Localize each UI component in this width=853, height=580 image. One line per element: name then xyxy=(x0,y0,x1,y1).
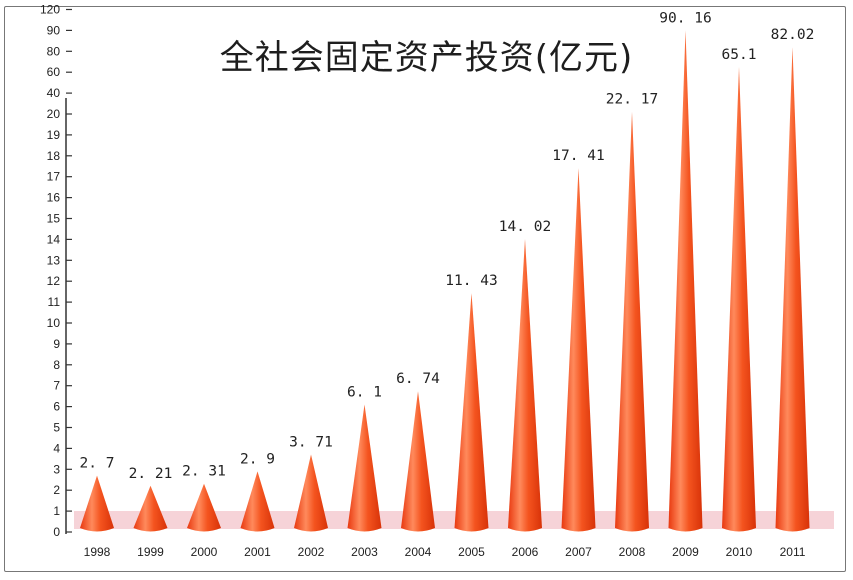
x-tick-label-2000: 2000 xyxy=(191,545,218,559)
y-tick-label: 90 xyxy=(47,23,61,37)
data-label-2005: 11. 43 xyxy=(445,273,497,289)
bar-cone-2000 xyxy=(187,483,221,532)
y-tick-label: 1 xyxy=(53,504,60,518)
y-tick-label: 11 xyxy=(48,295,61,309)
x-tick-label-2001: 2001 xyxy=(244,545,271,559)
y-tick-label: 40 xyxy=(47,86,61,100)
data-label-2010: 65.1 xyxy=(722,47,757,63)
y-tick-label: 14 xyxy=(47,232,61,246)
data-label-2002: 3. 71 xyxy=(289,434,333,450)
x-tick-label-2007: 2007 xyxy=(565,545,592,559)
x-tick-label-2009: 2009 xyxy=(672,545,699,559)
y-tick-label: 80 xyxy=(47,44,61,58)
data-label-2003: 6. 1 xyxy=(347,385,382,401)
y-tick-label: 16 xyxy=(47,191,61,205)
chart-title: 全社会固定资产投资(亿元) xyxy=(219,38,634,78)
x-tick-label-2002: 2002 xyxy=(298,545,325,559)
bars xyxy=(80,30,810,532)
bar-cone-2004 xyxy=(401,391,435,532)
y-tick-label: 60 xyxy=(47,65,61,79)
bar-cone-2008 xyxy=(615,111,649,532)
bar-cone-1998 xyxy=(80,475,114,532)
bar-cone-2001 xyxy=(240,471,275,532)
bar-cone-2010 xyxy=(722,66,756,532)
x-tick-label-2008: 2008 xyxy=(619,545,646,559)
data-label-2006: 14. 02 xyxy=(499,219,551,235)
x-tick-label-2003: 2003 xyxy=(351,545,378,559)
y-tick-label: 20 xyxy=(47,107,61,121)
y-tick-label: 9 xyxy=(53,337,60,351)
y-tick-label: 4 xyxy=(53,441,60,455)
y-tick-label: 2 xyxy=(53,483,60,497)
x-tick-label-2011: 2011 xyxy=(780,545,806,559)
y-tick-label: 8 xyxy=(53,358,60,372)
bar-cone-2007 xyxy=(561,168,596,532)
x-tick-label-1998: 1998 xyxy=(84,545,111,559)
x-tick-label-2010: 2010 xyxy=(726,545,753,559)
y-axis: 0123456789101112131415161718192040608090… xyxy=(40,3,72,539)
bar-cone-2002 xyxy=(294,454,328,532)
y-tick-label: 13 xyxy=(47,253,61,267)
data-label-2001: 2. 9 xyxy=(240,451,275,467)
data-label-1999: 2. 21 xyxy=(129,466,173,482)
bar-cone-2003 xyxy=(347,404,382,532)
bar-cone-2011 xyxy=(775,47,810,532)
y-tick-label: 7 xyxy=(53,379,60,393)
data-label-2004: 6. 74 xyxy=(396,371,440,387)
y-tick-label: 17 xyxy=(47,170,61,184)
data-labels: 2. 7 2. 21 2. 31 2. 9 3. 71 6. 1 6. 74 11. 43 14… xyxy=(80,10,815,482)
data-label-2000: 2. 31 xyxy=(182,464,226,480)
y-tick-label: 6 xyxy=(53,400,60,414)
y-tick-label: 3 xyxy=(53,462,60,476)
x-tick-label-2004: 2004 xyxy=(405,545,432,559)
x-tick-label-2006: 2006 xyxy=(512,545,539,559)
x-axis: 1998 1999 2000 2001 2002 2003 2004 2005 2006 2007… xyxy=(84,545,806,559)
data-label-2008: 22. 17 xyxy=(606,92,658,108)
x-tick-label-2005: 2005 xyxy=(458,545,485,559)
data-label-2011: 82.02 xyxy=(771,27,815,43)
data-label-2007: 17. 41 xyxy=(552,148,604,164)
y-tick-label: 10 xyxy=(47,316,61,330)
bar-cone-2006 xyxy=(508,238,542,532)
y-tick-label: 12 xyxy=(47,274,61,288)
y-tick-label: 0 xyxy=(53,525,60,539)
y-tick-label: 5 xyxy=(53,421,60,435)
bar-cone-2009 xyxy=(668,30,703,532)
bar-cone-1999 xyxy=(133,485,168,532)
data-label-1998: 2. 7 xyxy=(80,456,115,472)
y-tick-label: 120 xyxy=(40,3,60,17)
data-label-2009: 90. 16 xyxy=(659,10,711,26)
bar-cone-2005 xyxy=(454,293,489,532)
y-tick-label: 15 xyxy=(47,212,61,226)
x-tick-label-1999: 1999 xyxy=(137,545,164,559)
y-tick-label: 19 xyxy=(47,128,61,142)
y-tick-label: 18 xyxy=(47,149,61,163)
